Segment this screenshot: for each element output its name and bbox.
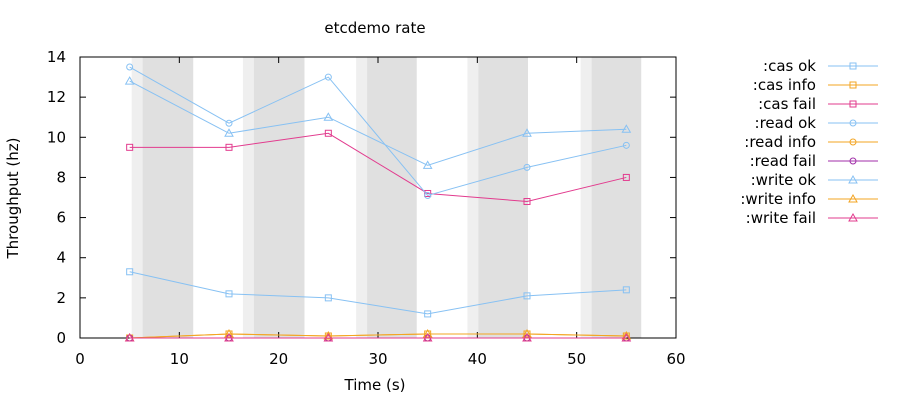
series-line-write-info [129,333,627,339]
legend-label-cas-ok: :cas ok [763,57,816,75]
data-point-read-ok [126,63,134,71]
data-point-write-fail [124,332,135,342]
data-point-write-info [422,328,433,338]
data-point-write-ok [621,124,632,133]
shaded-band-dark-1 [142,57,194,338]
data-point-cas-fail [424,189,432,197]
series-line-cas-fail [129,132,627,203]
legend-label-cas-fail: :cas fail [758,95,816,113]
legend-marker-cas-fail [849,100,857,108]
legend: :cas ok:cas info:cas fail:read ok:read i… [740,57,878,227]
y-tick-label: 14 [47,48,66,66]
y-axis-label: Throughput (hz) [4,138,22,260]
data-point-cas-ok [225,290,233,298]
data-point-write-ok [224,128,234,137]
legend-label-read-info: :read info [744,133,816,151]
data-point-read-ok [225,119,233,127]
y-tick-label: 4 [56,249,66,267]
x-tick-label: 10 [170,350,189,368]
data-point-write-fail [422,332,433,342]
data-point-write-info [621,330,632,340]
data-point-write-fail [621,332,632,342]
data-point-read-ok [622,141,630,149]
data-point-read-ok [424,191,432,199]
x-tick-label: 60 [666,350,685,368]
data-point-write-fail [323,332,334,342]
data-point-cas-fail [324,129,332,137]
chart-title: etcdemo rate [324,19,425,37]
axis-ticks: 0 10 20 30 40 50 60 0 2 4 6 8 10 12 14 [47,48,686,368]
x-tick-label: 40 [468,350,487,368]
data-point-write-ok [422,160,433,169]
data-point-cas-fail [126,143,134,151]
data-point-cas-fail [523,198,531,206]
x-tick-label: 20 [269,350,288,368]
data-point-cas-ok [324,294,332,302]
data-point-write-ok [522,128,532,137]
data-point-write-info [323,330,334,340]
legend-label-write-info: :write info [740,190,816,208]
legend-marker-cas-ok [849,62,857,70]
x-axis-label: Time (s) [344,376,406,394]
legend-marker-write-fail [848,212,858,222]
data-point-write-info [224,328,234,338]
series-lines [124,63,632,342]
y-tick-label: 6 [56,209,66,227]
data-point-write-ok [124,76,135,85]
legend-marker-cas-info [849,81,857,89]
data-point-write-info [522,328,532,338]
y-tick-label: 8 [56,168,66,186]
data-point-cas-fail [622,173,630,181]
shaded-bands [131,57,642,338]
data-point-write-fail [224,332,234,342]
x-tick-label: 30 [368,350,387,368]
legend-label-read-fail: :read fail [750,152,816,170]
series-read-ok [126,63,630,199]
y-tick-label: 2 [56,289,66,307]
data-point-cas-ok [622,286,630,294]
legend-label-cas-info: :cas info [753,76,816,94]
data-point-read-ok [523,163,531,171]
data-point-write-ok [323,112,334,121]
shaded-band-light-5 [580,57,592,338]
data-point-cas-ok [523,292,531,300]
series-cas-fail [126,129,630,206]
shaded-band-light-3 [356,57,368,338]
series-line-cas-ok [129,271,627,315]
x-tick-label: 0 [75,350,85,368]
shaded-band-dark-5 [591,57,642,338]
legend-marker-read-info [849,138,857,146]
y-tick-label: 12 [47,88,66,106]
series-line-write-ok [129,80,627,166]
legend-marker-write-ok [848,174,858,184]
legend-label-write-fail: :write fail [746,209,816,227]
series-line-read-ok [129,66,627,197]
shaded-band-light-2 [242,57,254,338]
legend-label-read-ok: :read ok [755,114,817,132]
data-point-cas-ok [424,310,432,318]
series-write-ok [124,76,632,169]
data-point-write-fail [522,332,532,342]
legend-marker-read-fail [849,157,857,165]
legend-label-write-ok: :write ok [751,171,817,189]
y-tick-label: 10 [47,128,66,146]
series-write-fail [124,332,632,342]
series-cas-ok [126,268,630,318]
y-tick-label: 0 [56,329,66,347]
x-tick-label: 50 [567,350,586,368]
data-point-cas-ok [126,268,134,276]
data-point-read-ok [324,73,332,81]
shaded-band-light-1 [131,57,143,338]
shaded-band-dark-2 [253,57,305,338]
data-point-cas-fail [225,143,233,151]
legend-marker-write-info [848,193,858,203]
shaded-band-dark-4 [478,57,528,338]
legend-marker-read-ok [849,119,857,127]
shaded-band-dark-3 [367,57,417,338]
